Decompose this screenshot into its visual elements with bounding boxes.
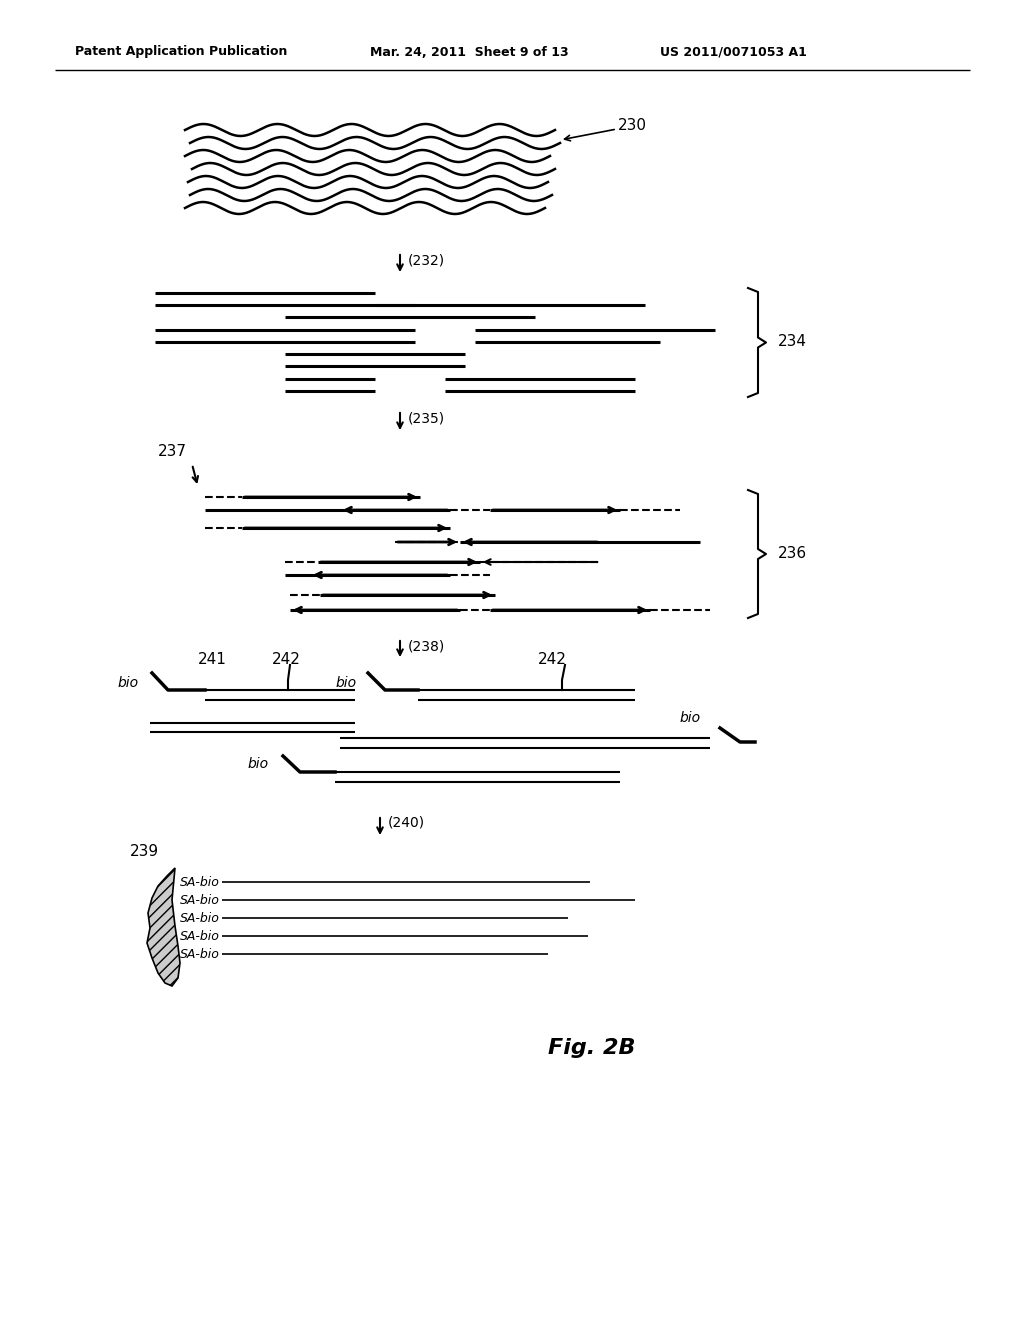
Text: 230: 230 — [618, 117, 647, 132]
Text: (235): (235) — [408, 411, 445, 425]
Text: bio: bio — [248, 756, 269, 771]
Text: Mar. 24, 2011  Sheet 9 of 13: Mar. 24, 2011 Sheet 9 of 13 — [370, 45, 568, 58]
Text: SA-bio: SA-bio — [180, 912, 220, 924]
Text: 241: 241 — [198, 652, 227, 668]
Text: Patent Application Publication: Patent Application Publication — [75, 45, 288, 58]
Text: bio: bio — [680, 711, 701, 725]
Text: bio: bio — [335, 676, 356, 690]
Text: 234: 234 — [778, 334, 807, 350]
Text: (232): (232) — [408, 253, 445, 267]
Text: Fig. 2B: Fig. 2B — [548, 1038, 636, 1059]
Text: bio: bio — [118, 676, 139, 690]
Text: SA-bio: SA-bio — [180, 929, 220, 942]
Text: SA-bio: SA-bio — [180, 894, 220, 907]
Text: 242: 242 — [538, 652, 567, 668]
Text: (240): (240) — [388, 816, 425, 830]
Text: 239: 239 — [130, 845, 159, 859]
Text: 237: 237 — [158, 445, 187, 459]
Text: 242: 242 — [272, 652, 301, 668]
Text: 236: 236 — [778, 546, 807, 561]
Polygon shape — [147, 869, 180, 986]
Text: SA-bio: SA-bio — [180, 875, 220, 888]
Text: US 2011/0071053 A1: US 2011/0071053 A1 — [660, 45, 807, 58]
Text: SA-bio: SA-bio — [180, 948, 220, 961]
Text: (238): (238) — [408, 639, 445, 653]
